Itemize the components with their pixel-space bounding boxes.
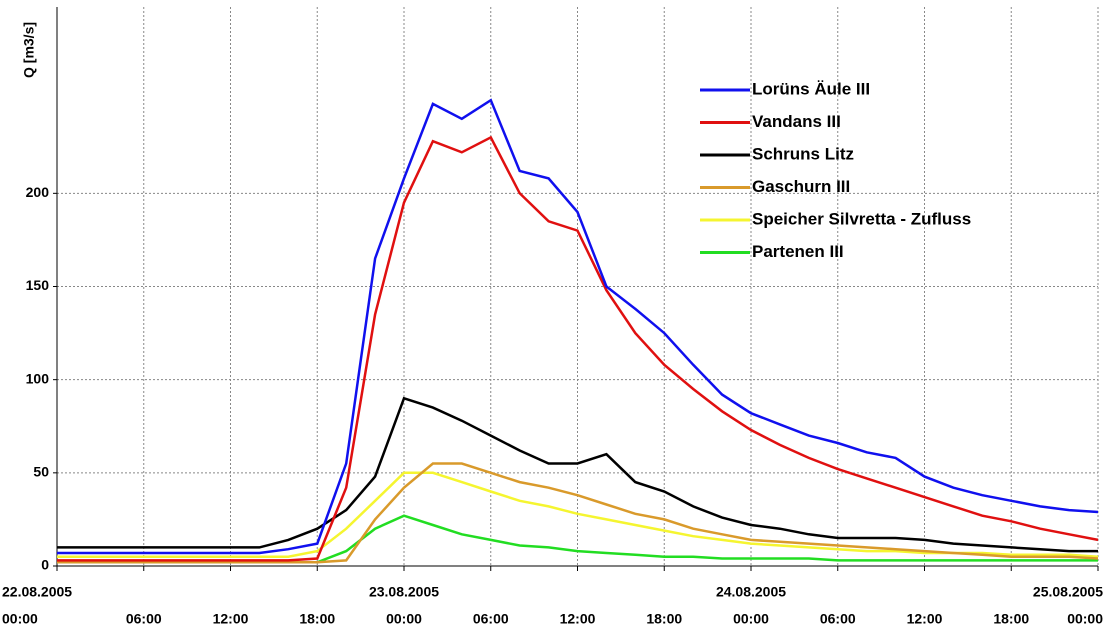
y-tick-label: 0 [41,557,49,573]
x-tick-label: 12:00 [907,611,943,627]
x-tick-label: 06:00 [473,611,509,627]
x-tick-label: 06:00 [126,611,162,627]
x-tick-label: 00:00 [1067,611,1103,627]
x-tick-label: 12:00 [560,611,596,627]
series-line [57,396,1098,553]
x-tick-label: 12:00 [213,611,249,627]
x-tick-label: 22.08.2005 [2,584,72,600]
series-line [57,98,1099,555]
y-tick-label: 200 [26,184,50,200]
x-tick-label: 18:00 [646,611,682,627]
x-tick-label: 23.08.2005 [369,584,439,600]
series-line [57,135,1099,562]
x-tick-label: 18:00 [993,611,1029,627]
x-tick-label: 06:00 [820,611,856,627]
y-tick-label: 100 [26,370,50,386]
legend-label: Lorüns Äule III [752,79,870,98]
legend-label: Schruns Litz [752,144,854,163]
legend-label: Partenen III [752,242,844,261]
series-line [57,471,1099,558]
y-tick-label: 150 [26,277,50,293]
x-tick-label: 00:00 [733,611,769,627]
legend-label: Speicher Silvretta - Zufluss [752,209,971,228]
legend-label: Gaschurn III [752,177,850,196]
x-tick-label: 18:00 [299,611,335,627]
y-tick-label: 50 [33,464,49,480]
series-line [57,462,1099,564]
y-axis-label: Q [m3/s] [21,22,37,78]
legend-label: Vandans III [752,112,841,131]
x-tick-label: 00:00 [386,611,422,627]
x-tick-label: 24.08.2005 [716,584,786,600]
x-tick-label: 00:00 [2,611,38,627]
x-tick-label: 25.08.2005 [1033,584,1103,600]
